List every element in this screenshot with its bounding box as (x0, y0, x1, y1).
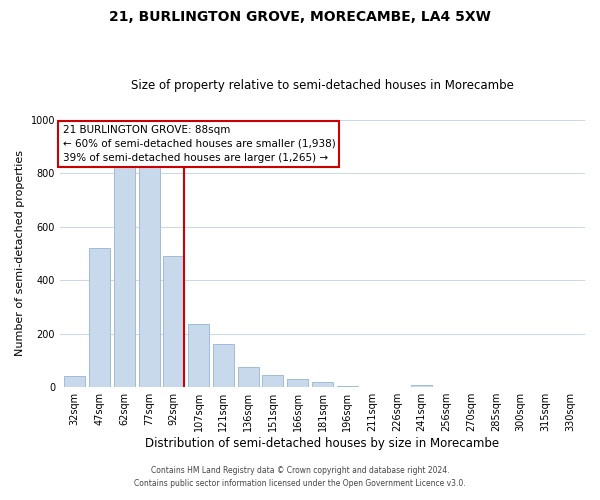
Bar (139, 167, 160, 387)
Bar (312, 382, 333, 387)
Bar (114, 166, 135, 387)
Bar (64, 376, 85, 387)
Title: Size of property relative to semi-detached houses in Morecambe: Size of property relative to semi-detach… (131, 79, 514, 92)
Text: Contains HM Land Registry data © Crown copyright and database right 2024.
Contai: Contains HM Land Registry data © Crown c… (134, 466, 466, 487)
Bar (213, 344, 234, 387)
Text: 21, BURLINGTON GROVE, MORECAMBE, LA4 5XW: 21, BURLINGTON GROVE, MORECAMBE, LA4 5XW (109, 10, 491, 24)
Bar (262, 374, 283, 387)
Text: 21 BURLINGTON GROVE: 88sqm
← 60% of semi-detached houses are smaller (1,938)
39%: 21 BURLINGTON GROVE: 88sqm ← 60% of semi… (62, 125, 335, 163)
Bar (337, 386, 358, 387)
Bar (188, 324, 209, 387)
Bar (238, 367, 259, 387)
Bar (287, 378, 308, 387)
Y-axis label: Number of semi-detached properties: Number of semi-detached properties (15, 150, 25, 356)
X-axis label: Distribution of semi-detached houses by size in Morecambe: Distribution of semi-detached houses by … (145, 437, 500, 450)
Bar (163, 256, 184, 387)
Bar (411, 385, 432, 387)
Bar (89, 248, 110, 387)
